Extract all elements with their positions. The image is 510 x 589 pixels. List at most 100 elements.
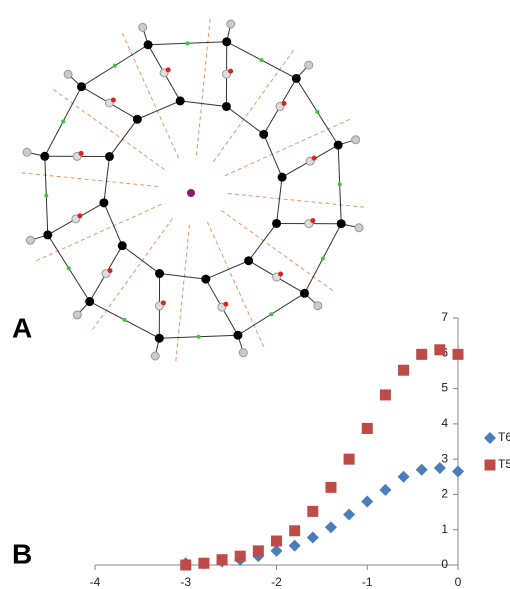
radial-guide bbox=[176, 225, 190, 364]
green-atom bbox=[185, 41, 189, 45]
x-tick-label: -1 bbox=[362, 575, 373, 589]
black-atom bbox=[300, 289, 309, 298]
point bbox=[180, 560, 191, 571]
black-atom bbox=[144, 40, 153, 49]
black-atom bbox=[337, 219, 346, 228]
legend-label: T6 bbox=[498, 430, 510, 444]
black-atom bbox=[278, 173, 287, 182]
red-atom bbox=[228, 69, 233, 74]
bond bbox=[264, 134, 282, 177]
black-atom bbox=[244, 256, 253, 265]
black-atom bbox=[233, 331, 242, 340]
gray-atom bbox=[23, 148, 31, 156]
point bbox=[289, 540, 301, 552]
point bbox=[235, 551, 246, 562]
point bbox=[452, 465, 464, 477]
point bbox=[416, 349, 427, 360]
black-atom bbox=[85, 297, 94, 306]
point bbox=[325, 521, 337, 533]
legend-label: T5 bbox=[498, 457, 510, 471]
green-atom bbox=[269, 312, 273, 316]
green-atom bbox=[122, 318, 126, 322]
red-atom bbox=[111, 97, 116, 102]
point bbox=[362, 423, 373, 434]
black-atom bbox=[105, 152, 114, 161]
black-atom bbox=[272, 219, 281, 228]
radial-guide bbox=[225, 118, 353, 176]
point bbox=[271, 545, 283, 557]
black-atom bbox=[40, 152, 49, 161]
radial-guide bbox=[196, 16, 210, 155]
green-atom bbox=[67, 266, 71, 270]
green-atom bbox=[61, 119, 65, 123]
molecule-diagram bbox=[19, 16, 367, 364]
black-atom bbox=[43, 230, 52, 239]
point bbox=[379, 484, 391, 496]
gray-atom bbox=[73, 311, 81, 319]
y-tick-label: 3 bbox=[441, 451, 448, 465]
green-atom bbox=[260, 58, 264, 62]
radial-guide bbox=[33, 204, 161, 262]
black-atom bbox=[259, 130, 268, 139]
red-atom bbox=[107, 268, 112, 273]
y-tick-label: 1 bbox=[441, 522, 448, 536]
black-atom bbox=[176, 96, 185, 105]
black-atom bbox=[155, 334, 164, 343]
gray-atom bbox=[305, 61, 313, 69]
gray-atom bbox=[352, 136, 360, 144]
x-tick-label: -3 bbox=[180, 575, 191, 589]
radial-guide bbox=[228, 193, 367, 207]
red-atom bbox=[310, 218, 315, 223]
red-atom bbox=[282, 101, 287, 106]
x-tick-label: -4 bbox=[90, 575, 101, 589]
gray-atom bbox=[314, 302, 322, 310]
y-tick-label: 7 bbox=[441, 310, 448, 324]
center-atom bbox=[187, 189, 195, 197]
x-tick-label: 0 bbox=[455, 575, 462, 589]
point bbox=[307, 506, 318, 517]
point bbox=[325, 482, 336, 493]
bond bbox=[160, 274, 206, 280]
point bbox=[398, 365, 409, 376]
figure: A B -4-3-2-1001234567T6T5 bbox=[0, 0, 510, 589]
point bbox=[217, 554, 228, 565]
gray-atom bbox=[227, 20, 235, 28]
panel-label: B bbox=[12, 538, 32, 569]
gray-atom bbox=[26, 236, 34, 244]
radial-guide bbox=[121, 30, 179, 158]
red-atom bbox=[223, 302, 228, 307]
panel-label: A bbox=[12, 312, 32, 343]
point bbox=[343, 509, 355, 521]
y-tick-label: 4 bbox=[441, 416, 448, 430]
bond bbox=[249, 223, 277, 260]
point bbox=[361, 495, 373, 507]
gray-atom bbox=[139, 23, 147, 31]
point bbox=[434, 344, 445, 355]
point bbox=[398, 471, 410, 483]
legend-marker bbox=[484, 432, 496, 444]
black-atom bbox=[292, 74, 301, 83]
bond bbox=[277, 177, 283, 223]
point bbox=[380, 389, 391, 400]
x-tick-label: -2 bbox=[271, 575, 282, 589]
black-atom bbox=[133, 115, 142, 124]
black-atom bbox=[222, 102, 231, 111]
bond bbox=[109, 119, 137, 156]
black-atom bbox=[155, 269, 164, 278]
y-tick-label: 5 bbox=[441, 381, 448, 395]
bond bbox=[122, 246, 159, 274]
black-atom bbox=[99, 198, 108, 207]
black-atom bbox=[201, 275, 210, 284]
green-atom bbox=[315, 110, 319, 114]
red-atom bbox=[77, 213, 82, 218]
green-atom bbox=[338, 182, 342, 186]
point bbox=[253, 545, 264, 556]
green-atom bbox=[197, 335, 201, 339]
red-atom bbox=[166, 67, 171, 72]
red-atom bbox=[161, 300, 166, 305]
gray-atom bbox=[151, 352, 159, 360]
point bbox=[453, 349, 464, 360]
green-atom bbox=[44, 194, 48, 198]
black-atom bbox=[334, 141, 343, 150]
black-atom bbox=[118, 241, 127, 250]
